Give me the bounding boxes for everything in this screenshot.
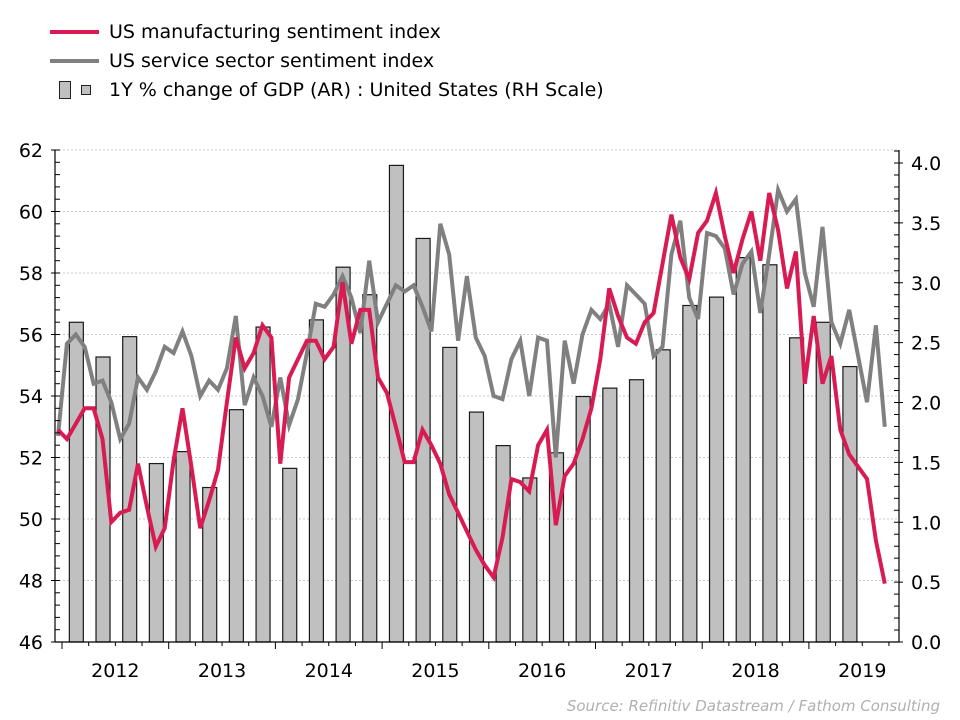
x-tick-label: 2017 — [625, 660, 673, 682]
gdp-bar — [628, 379, 645, 643]
gdp-bar — [682, 304, 698, 643]
x-tick-label: 2014 — [305, 660, 353, 682]
left-tick-label: 50 — [19, 509, 43, 531]
x-tick-label: 2015 — [411, 660, 459, 682]
x-axis-ticks: 2012 2013 2014 2015 2016 2017 2018 2019 — [61, 642, 890, 682]
gdp-bar — [228, 409, 244, 643]
gdp-bar — [788, 337, 805, 643]
left-axis-ticks: 46 48 50 52 54 56 58 60 62 — [19, 140, 60, 654]
legend-label: 1Y % change of GDP (AR) : United States … — [109, 79, 604, 101]
right-tick-label: 4.0 — [911, 153, 941, 175]
source-note: Source: Refinitiv Datastream / Fathom Co… — [566, 697, 940, 715]
services-line — [56, 182, 887, 458]
gdp-bar — [842, 365, 858, 643]
gdp-bar — [282, 467, 298, 643]
x-tick-label: 2016 — [518, 660, 566, 682]
legend-swatch-manufacturing — [50, 30, 99, 34]
gdp-bar — [255, 326, 271, 643]
left-tick-label: 52 — [19, 448, 43, 470]
gdp-bar — [602, 387, 618, 643]
gdp-bar — [175, 450, 191, 643]
x-tick-label: 2018 — [731, 660, 779, 682]
right-tick-label: 1.0 — [911, 512, 941, 534]
left-tick-label: 46 — [19, 632, 43, 654]
legend-label: US service sector sentiment index — [109, 50, 435, 72]
right-tick-label: 2.5 — [911, 333, 941, 355]
gdp-bar — [762, 264, 778, 643]
gdp-bar — [308, 319, 325, 643]
sentiment-lines — [56, 182, 887, 585]
legend-item-gdp: 1Y % change of GDP (AR) : United States … — [50, 76, 604, 104]
gdp-bar — [148, 462, 164, 643]
right-tick-label: 0.0 — [911, 632, 941, 654]
legend-swatch-gdp — [50, 79, 99, 101]
gdp-bar — [468, 411, 485, 643]
legend-label: US manufacturing sentiment index — [109, 21, 441, 43]
manufacturing-line — [56, 185, 887, 585]
gdp-bars — [68, 164, 858, 643]
left-tick-label: 54 — [19, 386, 43, 408]
gdp-bar — [708, 296, 725, 643]
right-axis-ticks: 0.0 0.5 1.0 1.5 2.0 2.5 3.0 3.5 4.0 — [894, 150, 941, 654]
legend-swatch-services — [50, 59, 99, 63]
left-tick-label: 48 — [19, 571, 43, 593]
right-tick-label: 3.0 — [911, 273, 941, 295]
legend: US manufacturing sentiment index US serv… — [0, 0, 960, 110]
x-tick-label: 2019 — [838, 660, 886, 682]
right-tick-label: 3.5 — [911, 213, 941, 235]
right-tick-label: 0.5 — [911, 572, 941, 594]
x-tick-label: 2012 — [91, 660, 139, 682]
x-tick-label: 2013 — [198, 660, 246, 682]
left-tick-label: 58 — [19, 263, 43, 285]
gdp-bar — [522, 477, 538, 643]
right-tick-label: 1.5 — [911, 452, 941, 474]
right-tick-label: 2.0 — [911, 393, 941, 415]
left-tick-label: 62 — [19, 140, 43, 162]
legend-item-manufacturing: US manufacturing sentiment index — [50, 18, 441, 46]
gdp-bar — [735, 257, 751, 643]
gdp-bar — [68, 321, 84, 643]
legend-item-services: US service sector sentiment index — [50, 47, 434, 75]
gdp-bar — [655, 349, 671, 643]
left-tick-label: 56 — [19, 325, 43, 347]
left-tick-label: 60 — [19, 202, 43, 224]
